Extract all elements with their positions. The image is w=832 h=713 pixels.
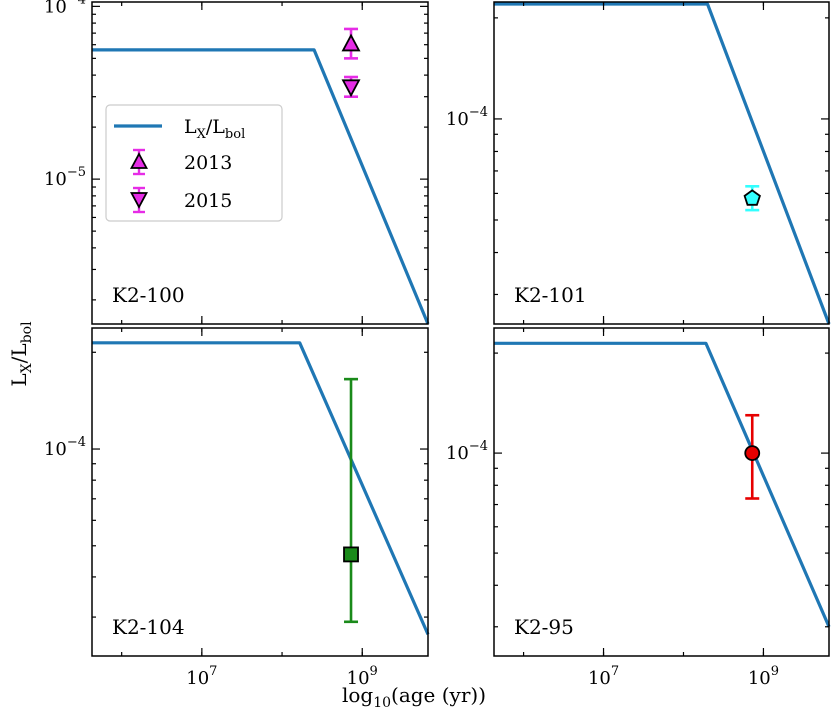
y-tick-label: 10−4 <box>44 0 86 17</box>
legend-2015-label: 2015 <box>184 190 232 212</box>
panel-k2-100: 10−5 10−4 K2-100 <box>44 0 430 325</box>
marker-square <box>343 546 359 563</box>
x-axis-label: log10(age (yr)) <box>342 683 486 711</box>
axes-frame-k2-101 <box>493 1 830 325</box>
panel-label-k2-104: K2-104 <box>112 615 185 639</box>
panel-k2-95: 107 109 10−4 K2-95 <box>446 327 831 689</box>
legend-2013-label: 2013 <box>184 152 232 174</box>
y-tick-label: 10−4 <box>44 435 86 460</box>
axes-frame-k2-95 <box>493 327 830 657</box>
data-point-k2-100-2015 <box>341 75 361 99</box>
panel-label-k2-101: K2-101 <box>514 283 587 307</box>
legend-2015-marker <box>129 186 149 214</box>
legend-model-label: LX/Lbol <box>184 116 245 142</box>
marker-triangle-down <box>341 79 361 98</box>
data-point-k2-100-2013 <box>341 27 361 60</box>
y-tick-label: 10−4 <box>446 105 488 130</box>
legend-frame <box>105 104 283 222</box>
model-line-k2-104 <box>92 341 430 636</box>
legend: LX/Lbol 2013 2015 <box>105 104 283 222</box>
model-line-k2-95 <box>494 341 831 628</box>
data-point-k2-101-k2-101 <box>743 184 761 212</box>
x-tick-label: 109 <box>748 664 779 689</box>
panel-label-k2-95: K2-95 <box>514 615 574 639</box>
data-point-k2-95-k2-95 <box>744 413 761 500</box>
data-point-k2-104-k2-104 <box>343 377 359 624</box>
model-line-k2-100 <box>92 48 430 325</box>
panel-k2-104: 107 109 10−4 K2-104 <box>44 327 430 689</box>
y-axis-label: LX/Lbol <box>7 321 35 387</box>
legend-2013-marker <box>129 148 149 176</box>
x-tick-label: 107 <box>588 664 619 689</box>
marker-pentagon <box>743 189 761 206</box>
axes-frame-k2-100 <box>91 1 429 325</box>
axes-frame-k2-104 <box>91 327 429 657</box>
y-tick-label: 10−4 <box>446 439 488 464</box>
panel-label-k2-100: K2-100 <box>112 283 185 307</box>
marker-triangle-up <box>341 33 361 52</box>
model-line-k2-101 <box>494 2 831 325</box>
y-tick-label: 10−5 <box>44 165 86 190</box>
marker-circle <box>744 445 761 461</box>
x-tick-label: 107 <box>186 664 217 689</box>
x-tick-label: 109 <box>347 664 378 689</box>
panel-k2-101: 10−4 K2-101 <box>446 1 831 325</box>
